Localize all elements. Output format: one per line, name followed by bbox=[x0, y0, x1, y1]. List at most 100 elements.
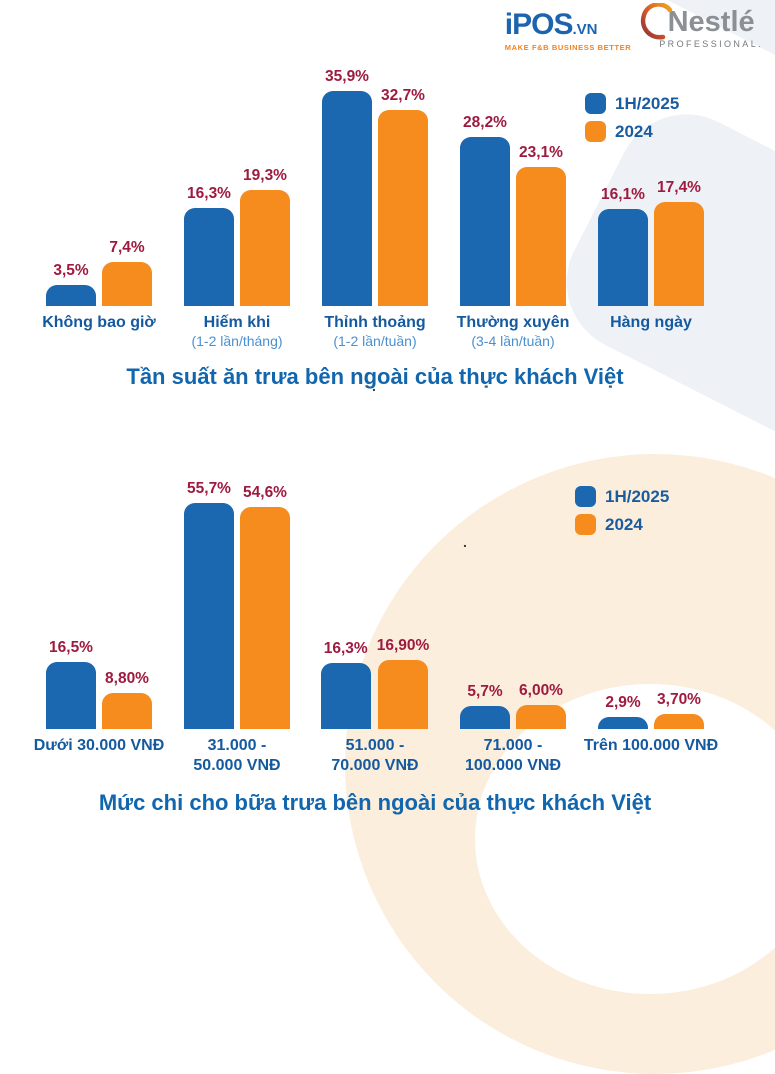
value-label: 5,7% bbox=[467, 682, 503, 700]
legend-swatch-orange bbox=[575, 514, 596, 535]
bar-group: 35,9% 32,7% Thỉnh thoảng (1-2 lần/tuần) bbox=[306, 66, 444, 350]
bar-with-label: 6,00% bbox=[516, 682, 566, 729]
bar-with-label: 16,3% bbox=[184, 185, 234, 306]
bar-1h2025 bbox=[184, 208, 234, 306]
bar-pair: 16,3% 19,3% bbox=[184, 66, 290, 306]
value-label: 35,9% bbox=[325, 67, 369, 85]
bar-2024 bbox=[654, 714, 704, 729]
bar-with-label: 32,7% bbox=[378, 87, 428, 306]
bar-with-label: 3,5% bbox=[46, 262, 96, 306]
legend-label: 1H/2025 bbox=[605, 486, 670, 506]
legend-item-2024: 2024 bbox=[585, 121, 679, 142]
value-label: 3,5% bbox=[53, 262, 89, 279]
value-label: 2,9% bbox=[605, 694, 641, 712]
ipos-name: iPOS bbox=[504, 8, 574, 41]
value-label: 54,6% bbox=[243, 484, 287, 502]
legend-label: 1H/2025 bbox=[615, 93, 680, 113]
bar-with-label: 55,7% bbox=[184, 480, 234, 729]
category-label: 51.000 - 70.000 VNĐ bbox=[331, 737, 419, 774]
legend-item-1h2025: 1H/2025 bbox=[575, 486, 669, 507]
bar-with-label: 7,4% bbox=[102, 239, 152, 306]
category-label: 71.000 - 100.000 VNĐ bbox=[464, 737, 562, 774]
chart-legend: 1H/2025 2024 bbox=[585, 93, 679, 142]
bar-pair: 35,9% 32,7% bbox=[322, 66, 428, 306]
ipos-tld: .VN bbox=[572, 21, 598, 38]
bar-1h2025 bbox=[460, 705, 510, 729]
ipos-wordmark: iPOS.VN bbox=[505, 10, 632, 40]
bar-2024 bbox=[377, 660, 428, 729]
bar-1h2025 bbox=[46, 285, 96, 306]
category-sublabel: (1-2 lần/tuần) bbox=[333, 333, 417, 349]
stray-dot: . bbox=[463, 534, 467, 550]
bar-1h2025 bbox=[320, 662, 371, 729]
bar-with-label: 23,1% bbox=[516, 144, 566, 306]
bar-2024 bbox=[102, 261, 152, 306]
category-label: Hiếm khi bbox=[203, 314, 271, 331]
legend-item-2024: 2024 bbox=[575, 514, 669, 535]
chart-title: Mức chi cho bữa trưa bên ngoài của thực … bbox=[98, 790, 652, 815]
value-label: 28,2% bbox=[463, 113, 507, 131]
value-label: 55,7% bbox=[187, 479, 231, 497]
bar-with-label: 54,6% bbox=[240, 484, 290, 729]
legend-swatch-orange bbox=[585, 121, 606, 142]
value-label: 32,7% bbox=[381, 86, 425, 104]
value-label: 23,1% bbox=[519, 144, 563, 162]
bar-2024 bbox=[102, 693, 152, 729]
nestle-swirl-icon bbox=[641, 3, 673, 40]
legend-item-1h2025: 1H/2025 bbox=[585, 93, 679, 114]
value-label: 7,4% bbox=[109, 238, 145, 256]
bar-with-label: 16,5% bbox=[46, 639, 96, 729]
category-label: Thường xuyên bbox=[456, 314, 570, 331]
category-label: Không bao giờ bbox=[42, 314, 156, 331]
legend-label: 2024 bbox=[615, 121, 653, 141]
bar-with-label: 8,80% bbox=[102, 670, 152, 729]
category-sublabel: (3-4 lần/tuần) bbox=[471, 333, 555, 349]
value-label: 3,70% bbox=[657, 691, 701, 708]
spending-chart: 16,5% 8,80% Dưới 30.000 VNĐ 55,7% 54,6% 31.00… bbox=[30, 469, 720, 816]
bar-pair: 3,5% 7,4% bbox=[46, 66, 152, 306]
bar-2024 bbox=[378, 109, 428, 306]
value-label: 6,00% bbox=[519, 681, 563, 699]
value-label: 16,90% bbox=[376, 637, 430, 655]
value-label: 17,4% bbox=[657, 178, 701, 196]
value-label: 16,5% bbox=[49, 639, 93, 656]
header: iPOS.VN MAKE F&B BUSINESS BETTER Nestlé … bbox=[504, 3, 767, 52]
bar-with-label: 35,9% bbox=[322, 68, 372, 306]
bar-group: 16,3% 19,3% Hiếm khi (1-2 lần/tháng) bbox=[168, 66, 306, 350]
category-label: Dưới 30.000 VNĐ bbox=[33, 737, 165, 754]
chart-legend: 1H/2025 2024 bbox=[575, 486, 669, 535]
bar-1h2025 bbox=[184, 502, 234, 729]
bar-with-label: 16,90% bbox=[376, 637, 430, 729]
category-label: 31.000 - 50.000 VNĐ bbox=[193, 737, 281, 774]
category-label: Hàng ngày bbox=[610, 314, 692, 331]
bar-with-label: 16,3% bbox=[320, 639, 371, 729]
bar-1h2025 bbox=[598, 717, 648, 729]
bar-with-label: 3,70% bbox=[654, 691, 704, 729]
bar-2024 bbox=[516, 167, 566, 306]
bar-group: 28,2% 23,1% Thường xuyên (3-4 lần/tuần) bbox=[444, 66, 582, 350]
stray-dot: . bbox=[372, 378, 376, 394]
legend-swatch-blue bbox=[575, 486, 596, 507]
bar-2024 bbox=[654, 201, 704, 306]
bar-pair: 55,7% 54,6% bbox=[184, 469, 290, 729]
value-label: 19,3% bbox=[243, 167, 287, 185]
value-label: 16,3% bbox=[187, 185, 231, 203]
legend-label: 2024 bbox=[605, 514, 643, 534]
frequency-chart: 3,5% 7,4% Không bao giờ 16,3% 19,3% Hiếm khi (… bbox=[30, 66, 720, 390]
category-label: Trên 100.000 VNĐ bbox=[583, 737, 719, 754]
bar-pair: 5,7% 6,00% bbox=[460, 469, 566, 729]
ipos-tagline: MAKE F&B BUSINESS BETTER bbox=[504, 43, 632, 52]
bar-1h2025 bbox=[322, 90, 372, 306]
bar-with-label: 2,9% bbox=[598, 694, 648, 729]
bar-with-label: 19,3% bbox=[240, 167, 290, 306]
bar-group: 16,5% 8,80% Dưới 30.000 VNĐ bbox=[30, 469, 168, 776]
bar-with-label: 17,4% bbox=[654, 179, 704, 306]
category-label: Thỉnh thoảng bbox=[324, 314, 426, 331]
bar-pair: 16,3% 16,90% bbox=[320, 469, 430, 729]
value-label: 16,3% bbox=[323, 639, 368, 657]
bar-2024 bbox=[240, 507, 290, 729]
value-label: 16,1% bbox=[601, 186, 645, 204]
bar-with-label: 28,2% bbox=[460, 114, 510, 306]
value-label: 8,80% bbox=[105, 670, 149, 688]
bar-1h2025 bbox=[460, 136, 510, 306]
